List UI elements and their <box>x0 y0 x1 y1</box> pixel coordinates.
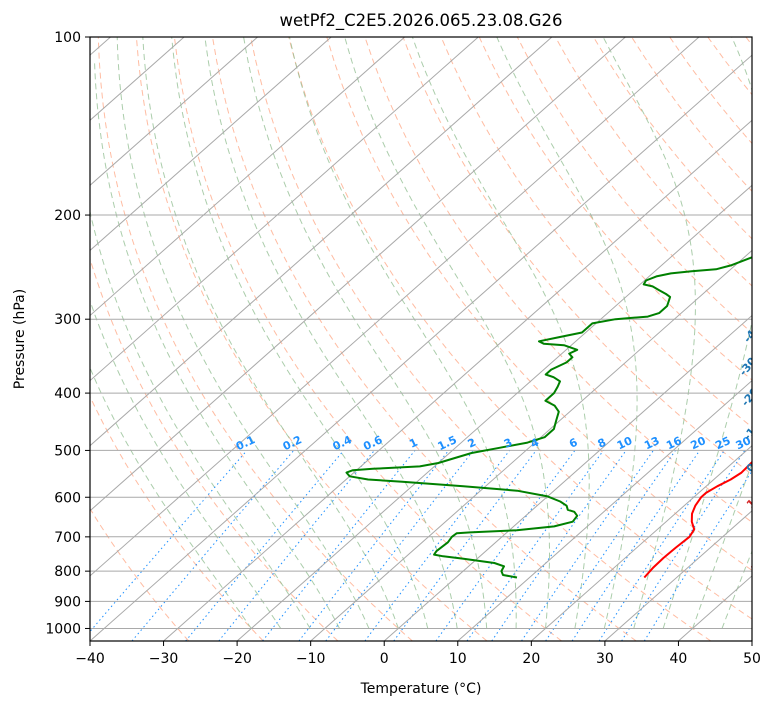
mixing-ratio-line <box>621 450 746 641</box>
isotherm-grid-line <box>90 37 626 512</box>
isotherm-grid-line <box>90 37 332 252</box>
y-axis-label: Pressure (hPa) <box>12 289 28 389</box>
moist-adiabat-line <box>94 61 340 629</box>
isotherm-grid-line <box>90 37 479 382</box>
x-tick-label: −20 <box>222 651 252 667</box>
y-tick-label: 200 <box>54 208 81 224</box>
guide-lines <box>90 37 752 641</box>
y-tick-label: 700 <box>54 530 81 546</box>
y-tick-label: 100 <box>54 30 81 46</box>
y-tick-label: 300 <box>54 312 81 328</box>
moist-adiabat-line <box>602 37 696 629</box>
isotherm-grid-line <box>90 37 406 317</box>
moist-adiabat-line <box>204 37 458 629</box>
x-tick-label: −30 <box>149 651 179 667</box>
y-tick-label: 800 <box>54 564 81 580</box>
chart-title: wetPf2_C2E5.2026.065.23.08.G26 <box>279 11 562 31</box>
x-tick-label: 20 <box>522 651 540 667</box>
isotherm-grid-line <box>236 184 752 641</box>
x-tick-label: 0 <box>380 651 389 667</box>
isotherm-grid-line <box>383 314 752 641</box>
theta-e-label: 10 <box>744 491 764 511</box>
theta-e-label: 20 <box>749 522 769 542</box>
theta-e-label: 30 <box>749 555 769 575</box>
dry-adiabat-line <box>326 37 752 571</box>
theta-label: -50 <box>746 287 769 311</box>
mixing-ratio-line <box>262 450 416 641</box>
moist-adiabat-line <box>496 37 638 629</box>
x-tick-label: −10 <box>296 651 326 667</box>
mixing-ratio-line <box>218 450 375 641</box>
mixing-ratio-line <box>598 450 725 641</box>
dry-adiabat-line <box>90 507 190 641</box>
isotherm-grid-line <box>90 37 258 186</box>
mixing-ratio-label: 20 <box>689 434 709 452</box>
y-tick-label: 500 <box>54 443 81 459</box>
moist-adiabat-line <box>243 37 488 629</box>
dry-adiabat-line <box>288 37 752 620</box>
dewpoint-profile-line <box>345 256 752 579</box>
theta-label: 0 <box>744 461 759 475</box>
mixing-ratio-line <box>364 450 510 641</box>
x-axis-label: Temperature (°C) <box>360 681 482 697</box>
axes: −40 −30 −20 −10 0 10 20 30 40 5010020030040050060… <box>45 30 761 667</box>
mixing-ratio-label: 10 <box>615 434 635 452</box>
mixing-ratio-line <box>545 450 676 641</box>
theta-label: -40 <box>741 321 764 345</box>
moist-adiabat-line <box>662 37 752 629</box>
y-tick-label: 400 <box>54 386 81 402</box>
plot-background <box>90 37 752 641</box>
mixing-ratio-label: 16 <box>664 434 684 452</box>
x-tick-label: 30 <box>596 651 614 667</box>
moist-adiabat-line <box>289 37 517 629</box>
mixing-ratio-label: 25 <box>713 434 732 452</box>
temperature-profile-line <box>643 460 752 579</box>
x-tick-label: 40 <box>670 651 688 667</box>
isotherm-grid-line <box>310 249 752 641</box>
x-tick-label: 50 <box>743 651 761 667</box>
isotherm-grid-line <box>457 379 752 641</box>
isotherm-grid-line <box>90 37 700 577</box>
moist-adiabat-line <box>692 461 752 629</box>
moist-adiabat-line <box>411 37 590 629</box>
mixing-ratio-line <box>571 450 701 641</box>
mixing-ratio-line <box>90 450 248 633</box>
dry-adiabat-line <box>90 257 339 641</box>
moist-adiabat-line <box>142 37 399 629</box>
isotherm-grid-line <box>163 119 752 641</box>
isotherm-grid-line <box>90 54 752 641</box>
y-tick-label: 900 <box>54 594 81 610</box>
mixing-ratio-line <box>466 450 604 641</box>
moist-adiabat-line <box>90 209 311 629</box>
moist-adiabat-line <box>721 549 752 629</box>
x-tick-label: −40 <box>75 651 105 667</box>
grid-lines <box>90 37 752 641</box>
moist-adiabat-line <box>344 37 550 629</box>
dry-adiabat-line <box>135 37 488 641</box>
moist-adiabat-line <box>116 37 370 629</box>
dry-adiabat-line <box>173 37 562 641</box>
y-tick-label: 600 <box>54 490 81 506</box>
isotherm-grid-line <box>90 37 553 447</box>
moist-adiabat-line <box>171 37 429 629</box>
isotherm-grid-line <box>604 510 752 641</box>
plot-frame <box>89 36 753 642</box>
profile-lines <box>345 256 752 579</box>
isotherm-grid-line <box>530 445 752 641</box>
mixing-ratio-label: 30 <box>734 434 754 452</box>
y-tick-label: 1000 <box>45 621 81 637</box>
theta-label: -10 <box>741 419 764 443</box>
mixing-ratio-label: 13 <box>642 434 661 452</box>
x-tick-label: 10 <box>449 651 467 667</box>
mixing-ratio-line <box>521 450 654 641</box>
mixing-ratio-line <box>643 470 752 641</box>
